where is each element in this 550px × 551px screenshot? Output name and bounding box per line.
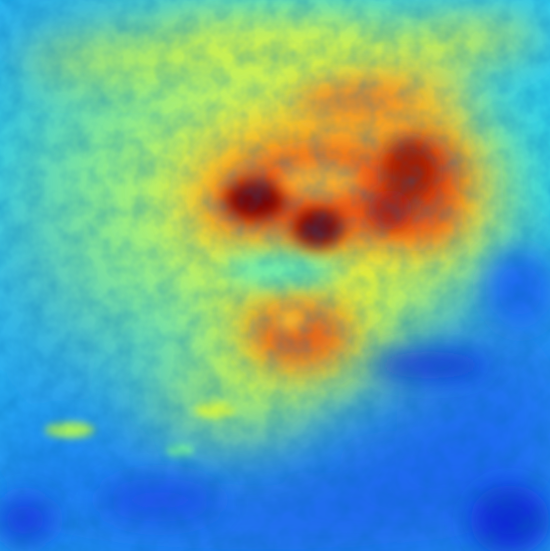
noise-texture (0, 0, 550, 551)
heatmap-canvas (0, 0, 550, 551)
thermal-heatmap-image (0, 0, 550, 551)
